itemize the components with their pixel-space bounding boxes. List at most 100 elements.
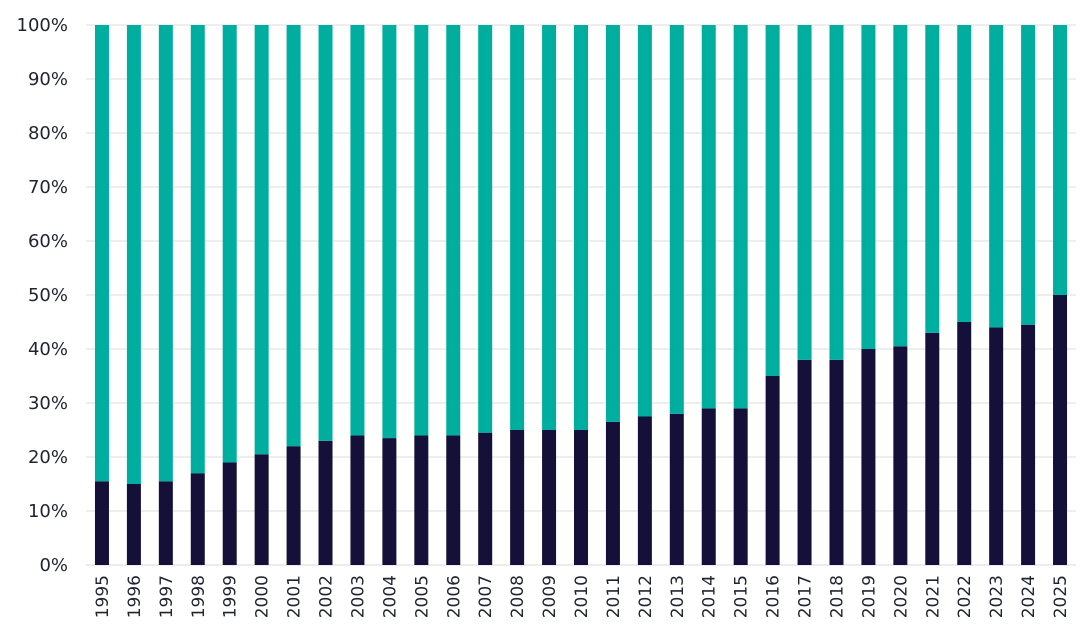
x-tick-label: 2016	[764, 575, 784, 618]
x-tick-label: 2018	[827, 575, 847, 618]
x-tick-label: 2002	[317, 575, 337, 618]
bar-segment-dark	[861, 349, 876, 565]
y-tick-label: 0%	[39, 555, 68, 576]
bar-segment-dark	[190, 473, 205, 565]
bar-segment-teal	[989, 25, 1004, 328]
y-tick-label: 90%	[28, 69, 68, 90]
bar-segment-teal	[637, 25, 652, 417]
bar-segment-dark	[989, 327, 1004, 565]
bar-segment-dark	[126, 484, 141, 565]
bar-segment-dark	[733, 408, 748, 565]
bar-segment-teal	[190, 25, 205, 474]
y-tick-label: 40%	[28, 339, 68, 360]
bar-segment-teal	[222, 25, 237, 463]
bar-segment-dark	[158, 481, 173, 565]
bar-segment-dark	[286, 446, 301, 565]
x-tick-label: 2007	[476, 575, 496, 618]
bar-segment-teal	[478, 25, 493, 433]
x-tick-label: 2003	[348, 575, 368, 618]
bar-segment-teal	[669, 25, 684, 414]
bar-segment-teal	[542, 25, 557, 430]
x-tick-label: 2011	[604, 575, 624, 618]
y-tick-label: 10%	[28, 501, 68, 522]
bar-segment-teal	[701, 25, 716, 409]
x-tick-label: 2009	[540, 575, 560, 618]
x-tick-label: 2001	[285, 575, 305, 618]
x-tick-label: 1995	[93, 575, 113, 618]
bar-segment-teal	[861, 25, 876, 349]
x-tick-label: 2022	[955, 575, 975, 618]
bar-segment-teal	[765, 25, 780, 376]
bar-segment-dark	[510, 430, 525, 565]
bar-segment-teal	[574, 25, 588, 430]
x-tick-label: 2008	[508, 575, 528, 618]
bar-segment-teal	[893, 25, 908, 347]
bar-segment-teal	[350, 25, 365, 436]
y-tick-label: 100%	[17, 15, 68, 36]
bars	[94, 25, 1068, 565]
x-axis-labels: 1995 1996 1997 1998 1999 2000 2001 2002 2003 2004…	[93, 575, 1071, 618]
y-tick-label: 20%	[28, 447, 68, 468]
y-tick-label: 80%	[28, 123, 68, 144]
x-tick-label: 2012	[636, 575, 656, 618]
bar-segment-teal	[158, 25, 173, 482]
x-tick-label: 2015	[732, 575, 752, 618]
bar-segment-dark	[893, 346, 908, 565]
bar-segment-dark	[765, 376, 780, 565]
x-tick-label: 2021	[923, 575, 943, 618]
y-axis-labels: 0% 10% 20% 30% 40% 50% 60% 70% 80% 90% 100%	[17, 15, 68, 576]
bar-segment-dark	[446, 435, 461, 565]
x-tick-label: 2024	[1019, 575, 1039, 618]
bar-segment-dark	[350, 435, 365, 565]
bar-segment-teal	[94, 25, 109, 482]
x-tick-label: 2006	[444, 575, 464, 618]
bar-segment-dark	[94, 481, 109, 565]
bar-segment-teal	[733, 25, 748, 409]
bar-segment-dark	[414, 435, 429, 565]
bar-segment-dark	[1021, 324, 1036, 565]
bar-segment-teal	[286, 25, 301, 447]
x-tick-label: 2019	[859, 575, 879, 618]
x-tick-label: 2000	[253, 575, 273, 618]
bar-segment-dark	[478, 432, 493, 565]
bar-segment-dark	[605, 421, 620, 565]
bar-segment-teal	[797, 25, 812, 360]
bar-segment-teal	[1053, 25, 1068, 295]
x-tick-label: 1997	[157, 575, 177, 618]
x-tick-label: 1998	[189, 575, 209, 618]
bar-segment-dark	[701, 408, 716, 565]
bar-segment-teal	[126, 25, 141, 484]
bar-segment-dark	[669, 413, 684, 565]
bar-segment-teal	[925, 25, 940, 333]
x-tick-label: 2005	[412, 575, 432, 618]
bar-segment-dark	[829, 359, 844, 565]
bar-segment-teal	[446, 25, 461, 436]
bar-segment-dark	[382, 438, 397, 565]
bar-segment-teal	[829, 25, 844, 360]
bar-segment-teal	[254, 25, 269, 455]
x-tick-label: 2010	[572, 575, 592, 618]
x-tick-label: 1999	[221, 575, 241, 618]
bar-segment-dark	[925, 332, 940, 565]
x-tick-label: 2017	[796, 575, 816, 618]
x-tick-label: 2025	[1051, 575, 1071, 618]
bar-segment-dark	[222, 462, 237, 565]
bar-segment-teal	[1021, 25, 1036, 325]
bar-segment-dark	[254, 454, 269, 565]
bar-segment-teal	[382, 25, 397, 439]
bar-segment-dark	[637, 416, 652, 565]
y-tick-label: 60%	[28, 231, 68, 252]
bar-segment-teal	[414, 25, 429, 436]
bar-segment-teal	[510, 25, 525, 430]
bar-segment-dark	[574, 430, 588, 565]
x-tick-label: 2023	[987, 575, 1007, 618]
x-tick-label: 2004	[380, 575, 400, 618]
y-tick-label: 30%	[28, 393, 68, 414]
bar-segment-teal	[605, 25, 620, 422]
bar-segment-teal	[318, 25, 333, 441]
bar-segment-dark	[542, 430, 557, 565]
bar-segment-teal	[957, 25, 972, 322]
bar-segment-dark	[957, 322, 972, 565]
